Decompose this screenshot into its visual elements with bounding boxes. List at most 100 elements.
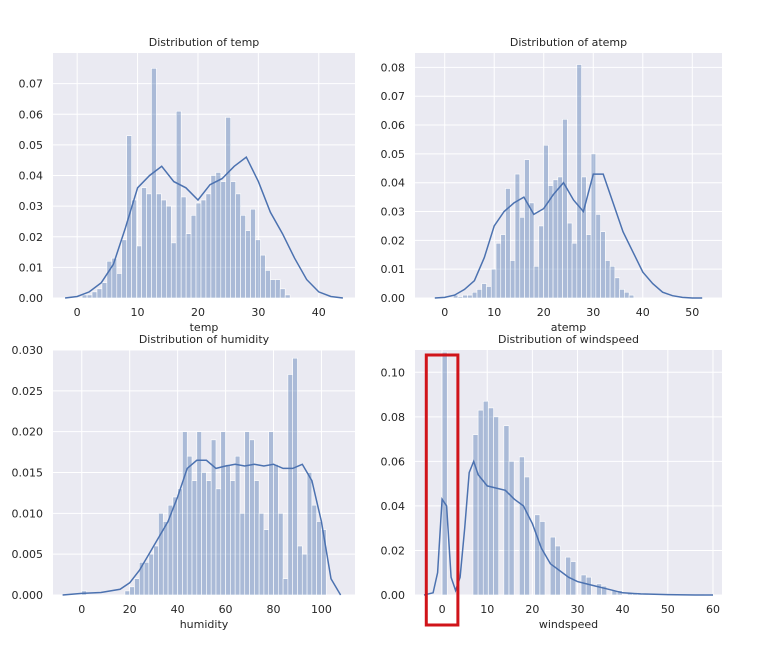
histogram-bar <box>151 68 157 299</box>
histogram-bar <box>509 260 516 299</box>
histogram-bar <box>567 222 573 299</box>
histogram-bar <box>596 583 602 596</box>
subplot-1: 0 10 20 30 40 0.00 0.01 0.02 0.03 0.04 0.05 0.06 0.0… <box>19 36 355 334</box>
x-tick-label: 80 <box>267 603 281 616</box>
y-tick-label: 0.00 <box>19 292 44 305</box>
y-tick-label: 0.06 <box>381 119 406 132</box>
histogram-bar <box>301 553 308 596</box>
histogram-bar <box>148 553 154 596</box>
histogram-bar <box>124 590 130 596</box>
histogram-bar <box>538 225 544 299</box>
histogram-bar <box>306 472 313 596</box>
y-tick-label: 0.005 <box>12 548 44 561</box>
x-tick-label: 40 <box>636 306 650 319</box>
y-tick-label: 0.025 <box>12 385 44 398</box>
histogram-bar <box>279 288 286 299</box>
histogram-bar <box>619 289 625 299</box>
y-tick-label: 0.10 <box>381 366 406 379</box>
x-tick-label: 10 <box>487 306 501 319</box>
histogram-bar <box>111 257 118 299</box>
histogram-bar <box>245 230 251 299</box>
histogram-bar <box>586 234 592 299</box>
x-axis-title: temp <box>190 321 219 334</box>
histogram-bar <box>472 434 479 596</box>
histogram-bar <box>508 461 515 596</box>
y-tick-label: 0.07 <box>381 90 406 103</box>
kde-line <box>434 173 703 299</box>
histogram-bar <box>471 291 478 299</box>
y-tick-label: 0.04 <box>381 500 406 513</box>
histogram-bar <box>614 277 620 299</box>
plot-background <box>415 53 722 298</box>
histogram-bar <box>201 472 207 596</box>
histogram-bar <box>278 513 284 596</box>
histogram-bar <box>284 294 291 299</box>
histogram-bar <box>524 159 530 299</box>
histogram-bar <box>86 294 93 299</box>
histogram-bar <box>215 488 222 596</box>
y-tick-label: 0.010 <box>12 507 44 520</box>
histogram-bar <box>524 476 530 596</box>
y-tick-label: 0.08 <box>381 411 406 424</box>
histogram-bar <box>624 291 630 299</box>
histogram-bar <box>547 185 554 299</box>
histogram-bar <box>467 294 473 299</box>
y-tick-label: 0.03 <box>381 206 406 219</box>
histogram-bar <box>81 294 88 299</box>
y-tick-label: 0.000 <box>12 589 44 602</box>
histogram-bar <box>91 291 98 299</box>
histogram-bar <box>101 282 108 299</box>
histogram-bar <box>543 144 549 299</box>
histogram-bar <box>210 175 217 299</box>
histogram-bar <box>609 265 616 299</box>
histogram-bar <box>488 407 494 596</box>
subplot-title: Distribution of atemp <box>510 36 627 49</box>
x-tick-label: 40 <box>616 603 630 616</box>
histogram-bar <box>311 504 317 596</box>
histogram-bar <box>121 239 127 299</box>
histogram-bar <box>457 296 464 299</box>
histogram-bar <box>205 193 212 299</box>
histogram-bar <box>161 199 167 299</box>
histogram-bar <box>519 216 525 299</box>
histogram-bar <box>190 215 197 299</box>
histogram-bar <box>571 242 578 299</box>
histogram-bar <box>274 279 281 299</box>
histogram-bar <box>263 529 270 596</box>
histogram-bar <box>321 529 327 596</box>
histogram-bar <box>225 117 231 299</box>
histogram-bar <box>581 176 587 299</box>
histogram-bar <box>260 254 266 299</box>
histogram-bar <box>282 578 289 596</box>
histogram-bar <box>210 439 217 596</box>
y-tick-label: 0.04 <box>19 170 44 183</box>
y-tick-label: 0.030 <box>12 344 44 357</box>
histogram-bar <box>273 464 279 596</box>
histogram-bar <box>182 431 188 596</box>
subplot-2: 0 10 20 30 40 50 0.00 0.01 0.02 0.03 0.04 0.05 0.06 0… <box>381 36 722 334</box>
histogram-bar <box>477 409 484 596</box>
x-tick-label: 50 <box>661 603 675 616</box>
histogram-bar <box>297 545 303 596</box>
histogram-bar <box>265 270 271 299</box>
histogram-bar <box>539 521 546 596</box>
histogram-bar <box>518 456 525 596</box>
x-tick-label: 0 <box>439 603 446 616</box>
x-tick-label: 20 <box>525 603 539 616</box>
y-tick-label: 0.06 <box>381 455 406 468</box>
histogram-bar <box>230 181 236 299</box>
y-tick-label: 0.02 <box>19 231 44 244</box>
y-tick-label: 0.015 <box>12 467 44 480</box>
histogram-bar <box>250 208 256 299</box>
histogram-bar <box>166 205 172 299</box>
histogram-bar <box>162 521 169 596</box>
histogram-bar <box>533 265 540 299</box>
histogram-bar <box>552 179 559 299</box>
histogram-bar <box>576 64 582 299</box>
highlight-box <box>424 353 460 627</box>
x-tick-label: 0 <box>78 603 85 616</box>
histogram-bar <box>316 521 322 596</box>
histogram-bar <box>158 513 164 596</box>
x-tick-label: 60 <box>219 603 233 616</box>
